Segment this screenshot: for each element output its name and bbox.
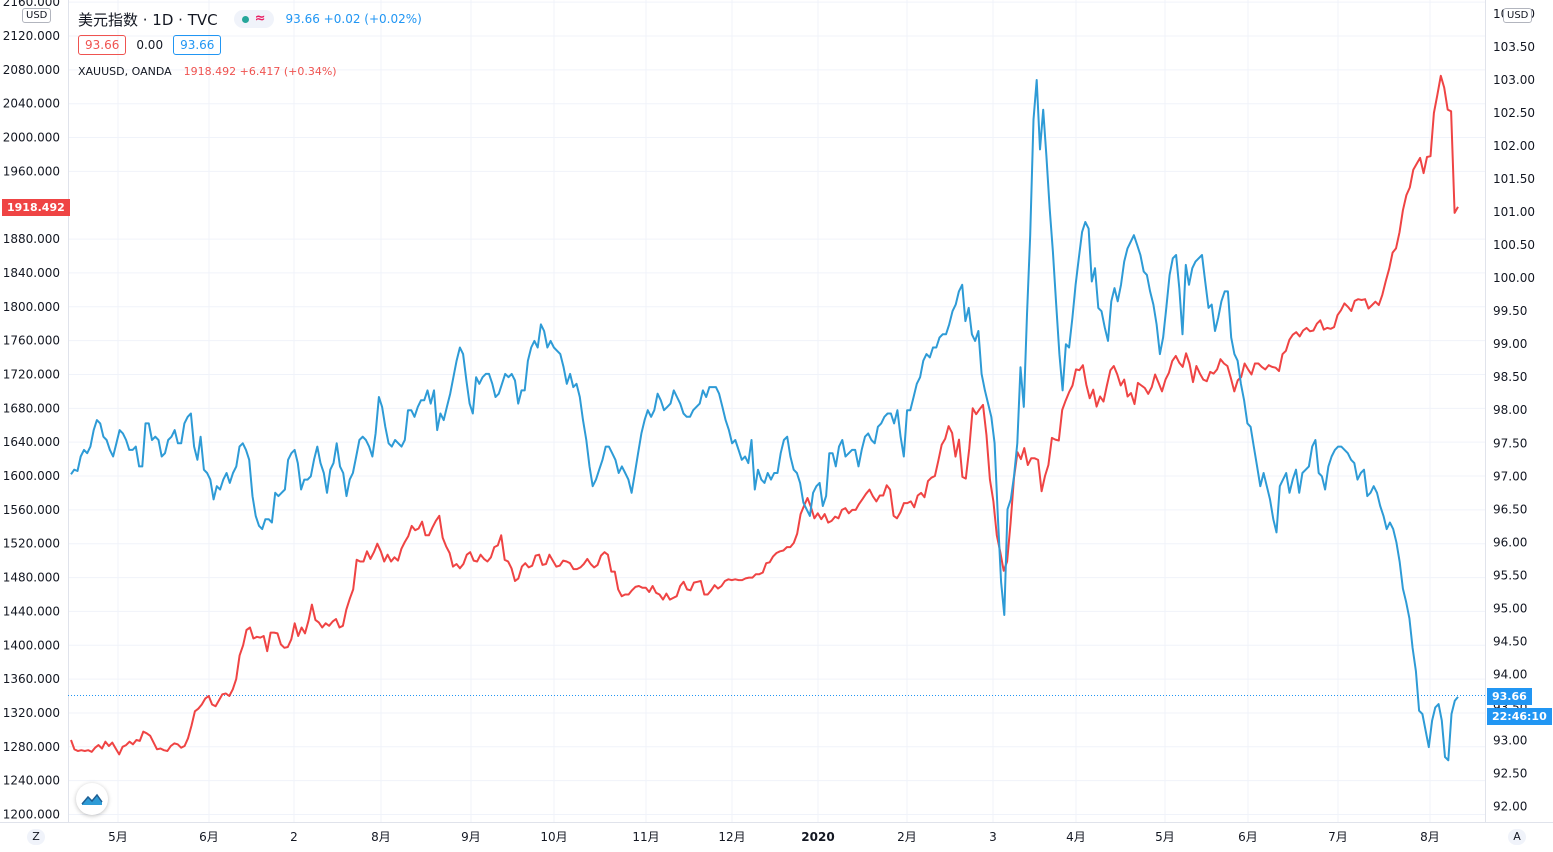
right-tick-label: 102.50 <box>1493 106 1535 120</box>
left-tick-label: 1800.000 <box>3 300 60 314</box>
x-tick-label: 12月 <box>718 830 745 844</box>
right-tick-label: 96.00 <box>1493 535 1527 549</box>
left-tick-label: 1760.000 <box>3 334 60 348</box>
value-box-mid: 0.00 <box>136 38 164 52</box>
right-tick-label: 100.00 <box>1493 271 1535 285</box>
left-tick-label: 1720.000 <box>3 367 60 381</box>
value-box-right: 93.66 <box>173 35 222 55</box>
right-tick-label: 102.00 <box>1493 139 1535 153</box>
dxy-series-line <box>70 79 1459 762</box>
x-tick-label: 2月 <box>897 830 917 844</box>
dxy-price-tag: 93.66 <box>1487 688 1532 705</box>
zoom-corner-button[interactable]: Z <box>27 829 45 845</box>
right-tick-label: 97.50 <box>1493 436 1527 450</box>
chart-legend: 美元指数 · 1D · TVC ≈ 93.66 +0.02 (+0.02%) 9… <box>78 8 422 78</box>
right-tick-label: 101.50 <box>1493 172 1535 186</box>
x-tick-label: 11月 <box>632 830 659 844</box>
x-tick-label: 10月 <box>540 830 567 844</box>
dxy-quote: 93.66 +0.02 (+0.02%) <box>285 12 422 26</box>
x-tick-label: 2 <box>290 830 298 844</box>
right-tick-label: 100.50 <box>1493 238 1535 252</box>
x-tick-label: 6月 <box>199 830 219 844</box>
left-unit-badge[interactable]: USD <box>22 8 52 23</box>
logo-wave-icon <box>81 793 103 805</box>
x-tick-label: 5月 <box>108 830 128 844</box>
right-tick-label: 103.50 <box>1493 40 1535 54</box>
left-tick-label: 2000.000 <box>3 131 60 145</box>
left-tick-label: 2160.000 <box>3 0 60 9</box>
left-tick-label: 1600.000 <box>3 469 60 483</box>
left-tick-label: 2040.000 <box>3 97 60 111</box>
x-tick-label: 8月 <box>1420 830 1440 844</box>
left-tick-label: 1840.000 <box>3 266 60 280</box>
right-tick-label: 92.50 <box>1493 766 1527 780</box>
right-tick-label: 95.00 <box>1493 601 1527 615</box>
x-axis-ticks: 5月 6月 2 8月 9月 10月 11月 12月 2020 2月 3 4月 5月 6月 7月 8月 <box>108 830 1440 844</box>
auto-scale-button[interactable]: A <box>1508 829 1526 845</box>
gold-price-tag: 1918.492 <box>2 199 70 216</box>
x-tick-label: 8月 <box>371 830 391 844</box>
value-box-left: 93.66 <box>78 35 127 55</box>
left-tick-label: 1200.000 <box>3 808 60 822</box>
x-tick-label: 5月 <box>1155 830 1175 844</box>
left-tick-label: 1360.000 <box>3 672 60 686</box>
xau-symbol-name[interactable]: XAUUSD, OANDA <box>78 65 172 78</box>
xau-quote: 1918.492 +6.417 (+0.34%) <box>183 65 337 78</box>
left-tick-label: 1440.000 <box>3 604 60 618</box>
xauusd-series-line <box>70 74 1459 756</box>
x-tick-label: 6月 <box>1238 830 1258 844</box>
status-dot-icon <box>241 15 249 23</box>
tradingview-logo-icon[interactable] <box>76 783 108 815</box>
x-tick-label: 7月 <box>1328 830 1348 844</box>
x-tick-label: 4月 <box>1066 830 1086 844</box>
right-tick-label: 101.00 <box>1493 205 1535 219</box>
left-tick-label: 1960.000 <box>3 164 60 178</box>
left-tick-label: 2120.000 <box>3 29 60 43</box>
right-tick-label: 98.50 <box>1493 370 1527 384</box>
left-tick-label: 1880.000 <box>3 232 60 246</box>
left-tick-label: 1680.000 <box>3 401 60 415</box>
left-tick-label: 2080.000 <box>3 63 60 77</box>
right-tick-label: 93.00 <box>1493 733 1527 747</box>
right-tick-label: 94.00 <box>1493 667 1527 681</box>
compare-icon: ≈ <box>254 11 266 26</box>
symbol-title[interactable]: 美元指数 · 1D · TVC <box>78 10 218 29</box>
right-tick-label: 103.00 <box>1493 73 1535 87</box>
right-tick-label: 92.00 <box>1493 800 1527 814</box>
right-tick-label: 99.50 <box>1493 304 1527 318</box>
left-tick-label: 1240.000 <box>3 774 60 788</box>
left-tick-label: 1320.000 <box>3 706 60 720</box>
right-unit-badge[interactable]: USD <box>1503 8 1533 23</box>
right-tick-label: 98.00 <box>1493 403 1527 417</box>
series-layer <box>70 74 1459 762</box>
right-tick-label: 94.50 <box>1493 634 1527 648</box>
left-tick-label: 1480.000 <box>3 571 60 585</box>
x-tick-label: 9月 <box>461 830 481 844</box>
x-tick-label: 2020 <box>801 830 834 844</box>
left-tick-label: 1560.000 <box>3 503 60 517</box>
x-tick-label: 3 <box>989 830 997 844</box>
countdown-tag: 22:46:10 <box>1487 708 1552 725</box>
right-tick-label: 95.50 <box>1493 568 1527 582</box>
grid-lines <box>68 0 1485 822</box>
visibility-toggle[interactable]: ≈ <box>233 10 274 28</box>
left-tick-label: 1520.000 <box>3 537 60 551</box>
left-axis-ticks: 2160.000 2120.000 2080.000 2040.000 2000.000… <box>3 0 60 822</box>
left-tick-label: 1400.000 <box>3 638 60 652</box>
right-tick-label: 97.00 <box>1493 469 1527 483</box>
right-tick-label: 96.50 <box>1493 502 1527 516</box>
left-tick-label: 1640.000 <box>3 435 60 449</box>
left-tick-label: 1280.000 <box>3 740 60 754</box>
right-tick-label: 99.00 <box>1493 337 1527 351</box>
